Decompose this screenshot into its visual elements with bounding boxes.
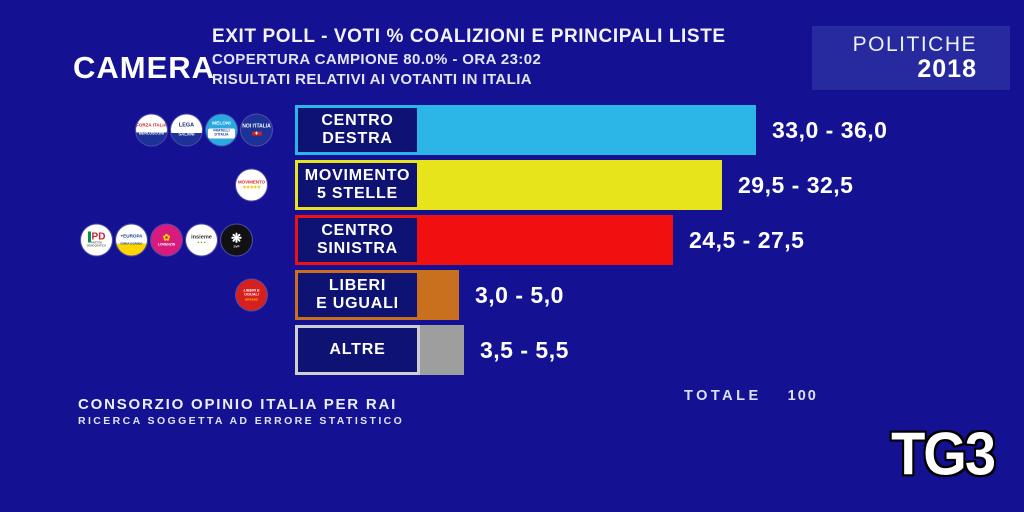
election-badge: POLITICHE 2018	[812, 26, 1010, 90]
coalition-label: E UGUALI	[316, 295, 399, 312]
source-text: CONSORZIO OPINIO ITALIA PER RAI	[78, 396, 398, 413]
bar-row-liberi-e-uguali: LIBERI E UGUALI GRASSO LIBERI E UGUALI 3,…	[0, 270, 1024, 320]
coalition-label-box: CENTRO SINISTRA	[295, 215, 420, 265]
pd-logo: PD PARTITO DEMOCRATICO	[81, 224, 112, 256]
bar-row-centro-destra: FORZA ITALIA BERLUSCONI LEGA SALVINI MELONI F…	[0, 105, 1024, 155]
forza-italia-logo: FORZA ITALIA BERLUSCONI	[136, 114, 167, 146]
bar-row-movimento-5-stelle: MOVIMENTO ★★★★★ MOVIMENTO 5 STELLE 29,5 -…	[0, 160, 1024, 210]
total-value: 100	[787, 388, 818, 404]
coalition-label-box: LIBERI E UGUALI	[295, 270, 420, 320]
lega-logo: LEGA SALVINI	[171, 114, 202, 146]
result-bar	[420, 325, 464, 375]
result-bar	[420, 215, 673, 265]
result-bar	[420, 105, 756, 155]
source-block: CONSORZIO OPINIO ITALIA PER RAI RICERCA …	[78, 396, 404, 427]
coalition-label: CENTRO	[321, 112, 394, 129]
liberi-e-uguali-logo: LIBERI E UGUALI GRASSO	[236, 279, 267, 311]
coalition-label: 5 STELLE	[316, 185, 399, 202]
result-range: 3,0 - 5,0	[475, 282, 564, 308]
coalition-logos: PD PARTITO DEMOCRATICO +EUROPA EMMA BONINO ✿…	[81, 224, 252, 256]
bar-row-centro-sinistra: PD PARTITO DEMOCRATICO +EUROPA EMMA BONINO ✿…	[0, 215, 1024, 265]
noi-con-litalia-logo: NOI l'ITALIA ✚	[241, 114, 272, 146]
election-name: POLITICHE	[852, 32, 977, 56]
election-year: 2018	[917, 54, 977, 83]
result-range: 3,5 - 5,5	[480, 337, 569, 363]
coalition-label: DESTRA	[322, 130, 393, 147]
page-title: EXIT POLL - VOTI % COALIZIONI E PRINCIPA…	[212, 26, 726, 47]
coalition-label-box: CENTRO DESTRA	[295, 105, 420, 155]
result-range: 33,0 - 36,0	[772, 117, 888, 143]
total-row: TOTALE 100	[684, 388, 818, 404]
movimento-5-stelle-logo: MOVIMENTO ★★★★★	[236, 169, 267, 201]
header-block: EXIT POLL - VOTI % COALIZIONI E PRINCIPA…	[212, 26, 726, 88]
piu-europa-logo: +EUROPA EMMA BONINO	[116, 224, 147, 256]
bar-row-altre: ALTRE 3,5 - 5,5	[0, 325, 1024, 375]
result-bar	[420, 270, 459, 320]
result-bar	[420, 160, 722, 210]
coalition-label: ALTRE	[329, 341, 386, 358]
total-label: TOTALE	[684, 388, 762, 404]
fratelli-ditalia-logo: MELONI FRATELLI D'ITALIA	[206, 114, 237, 146]
insieme-logo: insieme ● ● ●	[186, 224, 217, 256]
coalition-label: CENTRO	[321, 222, 394, 239]
chamber-title: CAMERA	[73, 50, 216, 85]
coalition-label-box: MOVIMENTO 5 STELLE	[295, 160, 420, 210]
coalition-label-box: ALTRE	[295, 325, 420, 375]
results-scope-text: RISULTATI RELATIVI AI VOTANTI IN ITALIA	[212, 71, 533, 88]
result-range: 29,5 - 32,5	[738, 172, 854, 198]
tg3-logo: TG3	[889, 417, 998, 489]
coalition-logos: LIBERI E UGUALI GRASSO	[236, 279, 267, 311]
civica-popolare-logo: ✿ LORENZIN	[151, 224, 182, 256]
coalition-label: MOVIMENTO	[304, 167, 411, 184]
coalition-label: SINISTRA	[316, 240, 399, 257]
coalition-label: LIBERI	[328, 277, 387, 294]
disclaimer-text: RICERCA SOGGETTA AD ERRORE STATISTICO	[78, 415, 405, 427]
sample-coverage-text: COPERTURA CAMPIONE 80.0% - ORA 23:02	[212, 51, 542, 68]
coalition-logos: FORZA ITALIA BERLUSCONI LEGA SALVINI MELONI F…	[136, 114, 272, 146]
result-range: 24,5 - 27,5	[689, 227, 805, 253]
coalition-logos: MOVIMENTO ★★★★★	[236, 169, 267, 201]
svp-logo: ❋ SVP	[221, 224, 252, 256]
